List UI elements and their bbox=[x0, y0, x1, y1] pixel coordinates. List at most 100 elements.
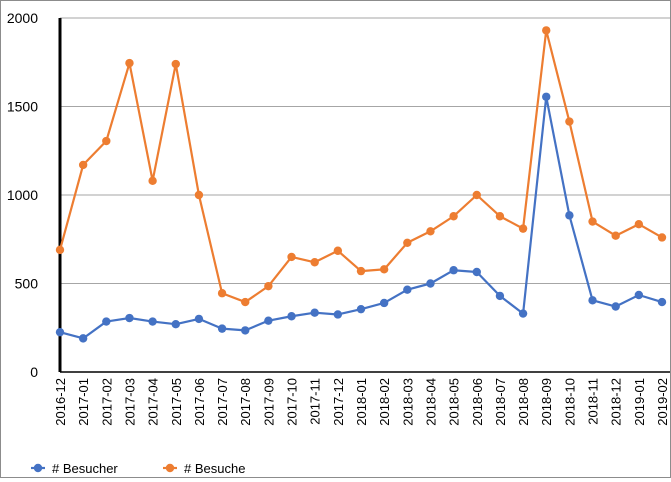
data-point-besucher-2017-08 bbox=[241, 326, 250, 335]
series-layer bbox=[55, 26, 667, 343]
data-point-besuche-2018-09 bbox=[542, 26, 551, 35]
data-point-besucher-2017-05 bbox=[171, 320, 180, 329]
x-tick-label-2019-01: 2019-01 bbox=[632, 378, 647, 426]
x-tick-label-2018-05: 2018-05 bbox=[447, 378, 462, 426]
x-tick-label-2017-08: 2017-08 bbox=[238, 378, 253, 426]
x-tick-label-2017-11: 2017-11 bbox=[308, 378, 323, 425]
x-tick-label-2017-06: 2017-06 bbox=[192, 378, 207, 426]
data-point-besuche-2017-09 bbox=[264, 281, 273, 291]
data-point-besuche-2017-11 bbox=[310, 258, 319, 267]
data-point-besucher-2017-07 bbox=[217, 324, 227, 333]
data-point-besuche-2016-12 bbox=[55, 245, 65, 255]
data-point-besucher-2017-09 bbox=[264, 316, 273, 325]
x-axis-ticks: 2016-12 2017-01 2017-02 2017-03 2017-04 2017-… bbox=[53, 378, 670, 426]
data-point-besuche-2017-07 bbox=[217, 289, 227, 298]
data-point-besuche-2017-05 bbox=[171, 59, 180, 69]
data-point-besucher-2018-02 bbox=[379, 298, 389, 308]
data-point-besucher-2018-09 bbox=[542, 92, 551, 101]
legend-label-besuche: # Besuche bbox=[184, 461, 245, 476]
y-tick-label-2000: 2000 bbox=[7, 10, 38, 26]
x-tick-label-2016-12: 2016-12 bbox=[53, 378, 68, 426]
x-tick-label-2018-01: 2018-01 bbox=[354, 378, 369, 426]
x-tick-label-2017-05: 2017-05 bbox=[169, 378, 184, 426]
data-point-besuche-2018-12 bbox=[611, 231, 620, 240]
data-point-besucher-2018-06 bbox=[472, 267, 481, 277]
data-point-besuche-2018-08 bbox=[518, 224, 528, 233]
y-axis-ticks: 0 500 1000 1500 2000 bbox=[7, 10, 38, 380]
x-tick-label-2018-02: 2018-02 bbox=[377, 378, 392, 426]
data-point-besucher-2018-08 bbox=[518, 309, 528, 318]
series-line-besuche bbox=[58, 29, 663, 304]
data-point-besuche-2017-10 bbox=[287, 252, 296, 262]
data-point-besucher-2019-02 bbox=[657, 297, 667, 307]
data-point-besucher-2017-06 bbox=[194, 314, 204, 324]
data-point-besucher-2017-01 bbox=[78, 334, 88, 343]
x-tick-label-2018-08: 2018-08 bbox=[516, 378, 531, 426]
x-tick-label-2017-04: 2017-04 bbox=[146, 378, 161, 426]
data-point-besucher-2018-03 bbox=[403, 285, 412, 294]
data-point-besuche-2017-06 bbox=[194, 190, 204, 200]
data-point-besucher-2018-05 bbox=[449, 266, 458, 275]
data-point-besucher-2016-12 bbox=[55, 327, 65, 337]
x-tick-label-2017-09: 2017-09 bbox=[261, 378, 276, 426]
data-point-besuche-2017-03 bbox=[125, 58, 134, 68]
x-tick-label-2018-03: 2018-03 bbox=[400, 378, 415, 426]
data-point-besuche-2017-01 bbox=[78, 160, 88, 170]
data-point-besuche-2018-05 bbox=[449, 212, 458, 221]
x-tick-label-2018-11: 2018-11 bbox=[586, 378, 601, 425]
x-tick-label-2017-01: 2017-01 bbox=[76, 378, 91, 426]
x-tick-label-2017-02: 2017-02 bbox=[99, 378, 114, 426]
data-point-besucher-2017-11 bbox=[310, 308, 319, 317]
data-point-besucher-2018-12 bbox=[611, 302, 620, 311]
data-point-besucher-2017-03 bbox=[125, 313, 134, 323]
legend-marker-besucher bbox=[33, 463, 43, 473]
data-point-besuche-2017-04 bbox=[148, 176, 157, 186]
data-point-besucher-2017-04 bbox=[148, 317, 157, 326]
legend: # Besucher # Besuche bbox=[31, 461, 245, 476]
axes bbox=[58, 18, 670, 373]
x-tick-label-2018-06: 2018-06 bbox=[470, 378, 485, 426]
data-point-besuche-2018-02 bbox=[379, 265, 389, 274]
legend-label-besucher: # Besucher bbox=[52, 461, 118, 476]
data-point-besucher-2017-02 bbox=[102, 317, 111, 326]
x-tick-label-2018-04: 2018-04 bbox=[423, 378, 438, 426]
data-point-besuche-2019-02 bbox=[657, 233, 667, 242]
data-point-besucher-2018-11 bbox=[588, 296, 597, 305]
data-point-besuche-2017-02 bbox=[102, 136, 111, 146]
series-besuche bbox=[55, 26, 667, 307]
gridlines bbox=[60, 17, 670, 284]
data-point-besuche-2018-10 bbox=[565, 117, 574, 126]
data-point-besucher-2018-04 bbox=[426, 279, 435, 288]
x-tick-label-2017-07: 2017-07 bbox=[215, 378, 230, 426]
data-point-besucher-2017-10 bbox=[287, 312, 296, 321]
data-point-besucher-2018-07 bbox=[495, 291, 505, 301]
series-besucher bbox=[55, 92, 667, 343]
y-tick-label-1000: 1000 bbox=[7, 187, 38, 203]
data-point-besucher-2017-12 bbox=[333, 310, 343, 319]
data-point-besuche-2018-06 bbox=[472, 190, 481, 200]
data-point-besucher-2018-01 bbox=[356, 304, 366, 314]
x-tick-label-2018-10: 2018-10 bbox=[562, 378, 577, 426]
data-point-besucher-2019-01 bbox=[634, 290, 644, 300]
x-tick-label-2017-03: 2017-03 bbox=[122, 378, 137, 426]
data-point-besuche-2018-03 bbox=[403, 238, 412, 247]
x-tick-label-2018-07: 2018-07 bbox=[493, 378, 508, 426]
x-tick-label-2017-12: 2017-12 bbox=[331, 378, 346, 426]
data-point-besuche-2017-12 bbox=[333, 246, 343, 255]
x-tick-label-2017-10: 2017-10 bbox=[285, 378, 300, 426]
data-point-besuche-2018-01 bbox=[356, 266, 366, 276]
data-point-besucher-2018-10 bbox=[565, 211, 574, 220]
y-tick-label-1500: 1500 bbox=[7, 99, 38, 115]
data-point-besuche-2018-04 bbox=[426, 227, 435, 236]
data-point-besuche-2018-07 bbox=[495, 212, 505, 221]
x-tick-label-2018-12: 2018-12 bbox=[609, 378, 624, 426]
data-point-besuche-2018-11 bbox=[588, 217, 597, 226]
data-point-besuche-2017-08 bbox=[241, 297, 250, 307]
x-tick-label-2018-09: 2018-09 bbox=[539, 378, 554, 426]
data-point-besuche-2019-01 bbox=[634, 220, 644, 229]
y-tick-label-0: 0 bbox=[30, 364, 38, 380]
y-tick-label-500: 500 bbox=[15, 276, 39, 292]
x-tick-label-2019-02: 2019-02 bbox=[655, 378, 670, 426]
